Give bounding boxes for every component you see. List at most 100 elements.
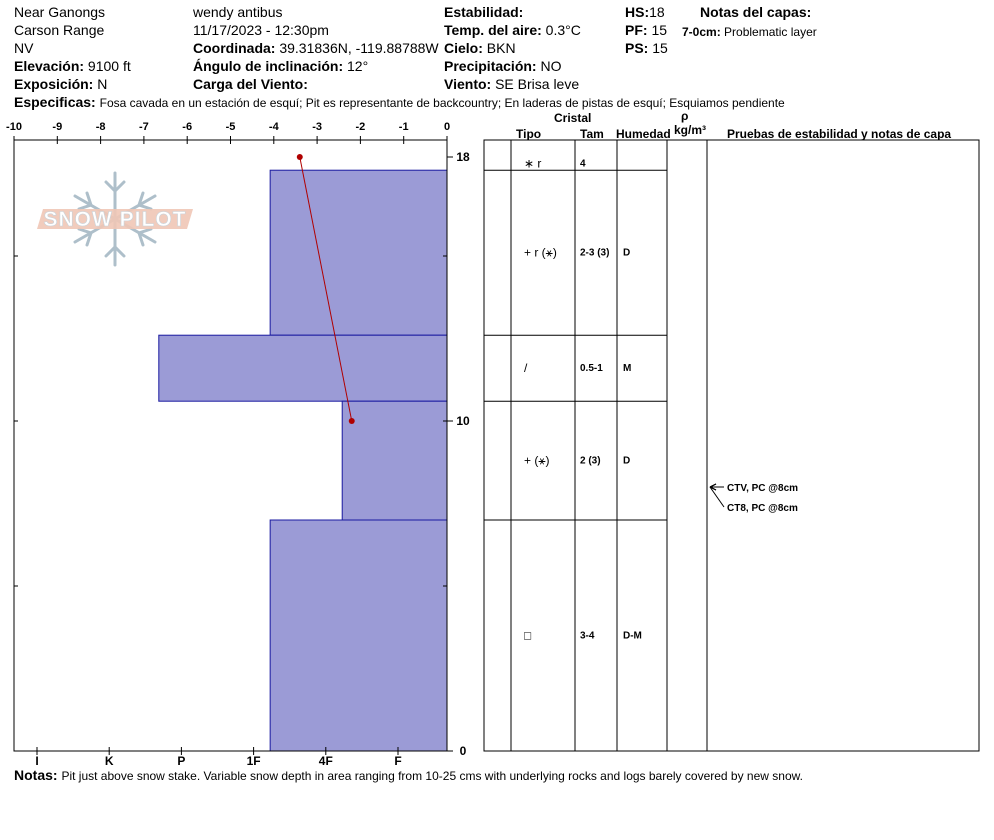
wind-loading: Carga del Viento:: [193, 76, 308, 92]
coord-label: Coordinada:: [193, 40, 276, 56]
test-arrowhead-1: [709, 483, 717, 491]
temp-tick-label-2: -8: [96, 121, 106, 133]
state: NV: [14, 40, 34, 56]
layer-note-text: Problematic layer: [724, 25, 817, 39]
precip-label: Precipitación:: [444, 58, 537, 74]
temp-tick-label-9: -1: [399, 121, 409, 133]
specifics-label: Especificas:: [14, 94, 96, 110]
test-pointer-1: [709, 486, 725, 508]
crystal-size-3: 2 (3): [580, 456, 601, 467]
temp-tick-label-0: -10: [6, 121, 22, 133]
test-label-0: CTV, PC @8cm: [727, 483, 798, 494]
mountain-range: Carson Range: [14, 22, 105, 38]
ps: PS: 15: [625, 40, 668, 56]
hardness-tick-label-0: I: [35, 754, 38, 768]
temp-point-0: [296, 154, 303, 160]
temp-tick-label-8: -2: [356, 121, 366, 133]
crystal-type-3: + (⚹): [524, 454, 550, 468]
elevation-value: 9100 ft: [87, 58, 131, 74]
hs: HS:18: [625, 4, 665, 20]
hs-value: 18: [649, 4, 665, 20]
notes-value: Pit just above snow stake. Variable snow…: [61, 769, 803, 783]
temp-tick-label-10: 0: [444, 121, 450, 133]
temp-point-1: [348, 418, 355, 424]
air-temp: Temp. del aire: 0.3°C: [444, 22, 581, 38]
sky-value: BKN: [486, 40, 516, 56]
hs-label: HS:: [625, 4, 650, 20]
pf: PF: 15: [625, 22, 667, 38]
crystal-type-1: + r (⚹): [524, 246, 557, 260]
moisture-1: D: [623, 248, 630, 259]
tests-header: Pruebas de estabilidad y notas de capa: [727, 127, 952, 141]
moisture-3: D: [623, 456, 630, 467]
hardness-bar-1: [269, 169, 448, 336]
size-header: Tam: [580, 127, 604, 141]
hardness-bar-4: [269, 519, 448, 752]
observer: wendy antibus: [193, 4, 283, 20]
moisture-2: M: [623, 363, 631, 374]
moisture-4: D-M: [623, 631, 642, 642]
slope-label: Ángulo de inclinación:: [193, 58, 344, 74]
pf-label: PF:: [625, 22, 648, 38]
depth-label-1: 10: [456, 414, 470, 428]
sky: Cielo: BKN: [444, 40, 518, 56]
aspect-label: Exposición:: [14, 76, 94, 92]
depth-label-0: 18: [456, 150, 470, 164]
crystal-type-2: /: [524, 361, 528, 375]
stability-label: Estabilidad:: [444, 4, 524, 20]
hardness-bar-2: [158, 334, 448, 402]
aspect: Exposición: N: [14, 76, 107, 92]
slope-angle: Ángulo de inclinación: 12°: [193, 58, 368, 74]
temp-tick-label-5: -5: [226, 121, 236, 133]
location-name: Near Ganongs: [14, 4, 106, 20]
stability: Estabilidad:: [444, 4, 523, 20]
wind: Viento: SE Brisa leve: [444, 76, 579, 92]
crystal-size-2: 0.5-1: [580, 363, 603, 374]
temp-tick-label-6: -4: [269, 121, 280, 133]
sky-label: Cielo:: [444, 40, 483, 56]
temp-tick-label-4: -6: [182, 121, 192, 133]
pf-value: 15: [651, 22, 668, 38]
temp-tick-label-7: -3: [312, 121, 322, 133]
air-temp-label: Temp. del aire:: [444, 22, 542, 38]
coordinates: Coordinada: 39.31836N, -119.88788W: [193, 40, 439, 56]
hardness-tick-label-2: P: [177, 754, 185, 768]
elevation: Elevación: 9100 ft: [14, 58, 131, 74]
test-label-1: CT8, PC @8cm: [727, 503, 798, 514]
aspect-value: N: [97, 76, 108, 92]
hardness-tick-label-5: F: [394, 754, 401, 768]
density-unit: kg/m³: [674, 123, 707, 137]
crystal-size-1: 2-3 (3): [580, 248, 609, 259]
specifics-value: Fosa cavada en un estación de esquí; Pit…: [99, 96, 785, 110]
layer-note: 7-0cm: Problematic layer: [682, 24, 817, 40]
precip-value: NO: [540, 58, 562, 74]
notes-label: Notas:: [14, 767, 58, 783]
density-symbol: ρ: [681, 109, 689, 123]
hardness-bar-3: [341, 400, 448, 521]
snowpilot-logo: SNOW PILOT: [37, 171, 193, 267]
crystal-type-0: ∗ r: [524, 157, 541, 171]
wind-label: Viento:: [444, 76, 492, 92]
wind-load-label: Carga del Viento:: [193, 76, 308, 92]
coord-value: 39.31836N, -119.88788W: [279, 40, 439, 56]
hardness-tick-label-3: 1F: [247, 754, 261, 768]
ps-label: PS:: [625, 40, 649, 56]
ps-value: 15: [652, 40, 668, 56]
table-frame: [483, 139, 980, 752]
notes: Notas: Pit just above snow stake. Variab…: [14, 767, 803, 784]
layer-note-depth: 7-0cm:: [682, 25, 721, 39]
elevation-label: Elevación:: [14, 58, 85, 74]
logo-text: SNOW PILOT: [44, 208, 187, 231]
specifics: Especificas: Fosa cavada en un estación …: [14, 94, 785, 111]
crystal-type-4: □: [524, 629, 531, 643]
air-temp-value: 0.3°C: [545, 22, 581, 38]
crystal-header: Cristal: [554, 111, 592, 125]
hardness-tick-label-4: 4F: [319, 754, 333, 768]
temp-segment-0: [299, 156, 353, 422]
moisture-header: Humedad: [616, 127, 671, 141]
type-header: Tipo: [516, 127, 542, 141]
hardness-tick-label-1: K: [105, 754, 114, 768]
crystal-size-4: 3-4: [580, 631, 595, 642]
datetime: 11/17/2023 - 12:30pm: [193, 22, 329, 38]
